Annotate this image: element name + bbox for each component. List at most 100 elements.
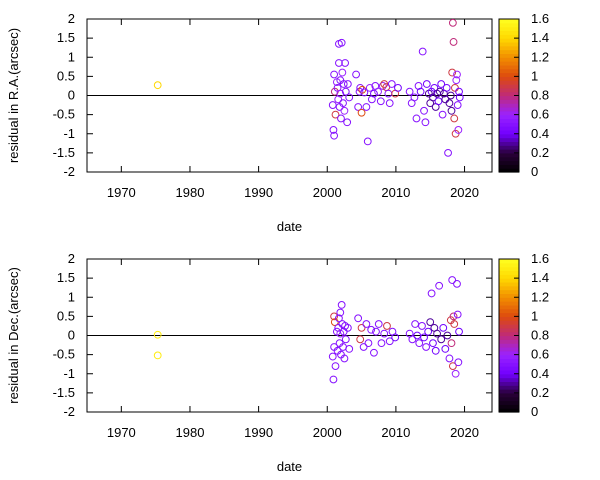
colorbar-segment [499,274,519,279]
y-tick-label: -1 [63,366,75,381]
data-point [329,375,338,384]
colorbar-segment [499,377,519,382]
colorbar-segment [499,164,519,169]
data-point [338,68,347,77]
data-point [357,108,366,117]
colorbar-segment [499,149,519,154]
chart-panel-2: -2 -1.5 -1 -0.5 0 0.5 1 1.5 2 1970 1980 1990 2000 201… [6,251,549,474]
colorbar-segment [499,99,519,104]
colorbar-segment [499,145,519,150]
colorbar-segment [499,373,519,379]
colorbar-segment [499,61,519,66]
colorbar-segment [499,168,519,173]
colorbar-tick-label: 0.4 [531,366,549,381]
colorbar-segment [499,19,519,24]
y-tick-label: 0.5 [57,68,75,83]
data-point [452,76,461,85]
data-point [435,87,444,96]
colorbar-segment [499,289,519,295]
colorbar-segment [499,160,519,165]
data-point [383,322,391,330]
colorbar-segment [499,278,519,283]
colorbar-tick-label: 1.6 [531,251,549,266]
x-tick-label: 2000 [313,185,342,200]
colorbar-segment [499,103,519,108]
colorbar-segment [499,320,519,325]
data-point [367,325,376,334]
data-point [370,89,378,98]
colorbar-segment [499,346,519,352]
colorbar-tick-label: 0.2 [531,145,549,160]
data-point [330,70,339,79]
data-point [362,320,371,328]
data-point [345,93,354,102]
data-point [447,339,456,348]
data-point [429,339,437,348]
data-point [343,80,352,88]
data-point [435,281,444,290]
colorbar-segment [499,400,519,405]
data-point [442,83,451,92]
colorbar-tick-label: 0.2 [531,385,549,400]
colorbar-tick-label: 0 [531,164,538,179]
data-point [420,333,428,342]
data-point [343,118,352,127]
data-point [413,331,422,340]
data-point [376,97,385,106]
data-point [421,118,430,127]
data-point [420,106,428,115]
colorbar-segment [499,95,519,100]
y-axis-label: residual in Dec.(arcsec) [6,267,21,404]
colorbar-segment [499,129,519,135]
colorbar-segment [499,358,519,363]
y-tick-label: 1 [68,49,75,64]
colorbar-tick-label: 0.6 [531,347,549,362]
data-point [450,114,459,123]
data-point [433,329,441,338]
colorbar-segment [499,350,519,356]
data-point [336,89,345,98]
colorbar-segment [499,381,519,386]
colorbar-segment [499,312,519,317]
colorbar-tick-label: 0.8 [531,328,549,343]
data-point [354,103,363,111]
y-tick-label: -1.5 [53,145,75,160]
data-point [453,279,461,288]
data-point [337,301,346,309]
x-tick-label: 2020 [450,185,479,200]
data-point [424,327,433,336]
data-point [336,308,345,317]
data-point [426,318,435,327]
data-point [331,362,340,371]
colorbar-segment [499,316,519,321]
data-point [448,18,457,27]
data-point [352,70,360,79]
colorbar-segment [499,152,519,158]
colorbar-segment [499,114,519,120]
data-point [340,354,349,363]
colorbar-segment [499,308,519,314]
data-point [422,80,431,88]
colorbar-segment [499,72,519,77]
colorbar-tick-label: 0.8 [531,88,549,103]
data-point [337,38,346,47]
data-point [356,335,365,344]
y-axis-label: residual in R.A.(arcsec) [6,28,21,163]
colorbar-segment [499,26,519,32]
data-point [449,38,458,46]
colorbar-segment [499,366,519,371]
data-point [441,344,450,353]
data-point [437,335,446,344]
y-tick-label: 0.5 [57,308,75,323]
y-tick-label: -0.5 [53,347,75,362]
data-point [448,276,457,284]
data-point [341,87,350,96]
data-point [357,323,366,332]
data-point [437,80,446,88]
colorbar-segment [499,126,519,131]
data-point [405,87,414,96]
colorbar-tick-label: 1.2 [531,49,549,64]
colorbar-segment [499,49,519,55]
data-point [445,354,454,363]
data-point [339,99,347,108]
